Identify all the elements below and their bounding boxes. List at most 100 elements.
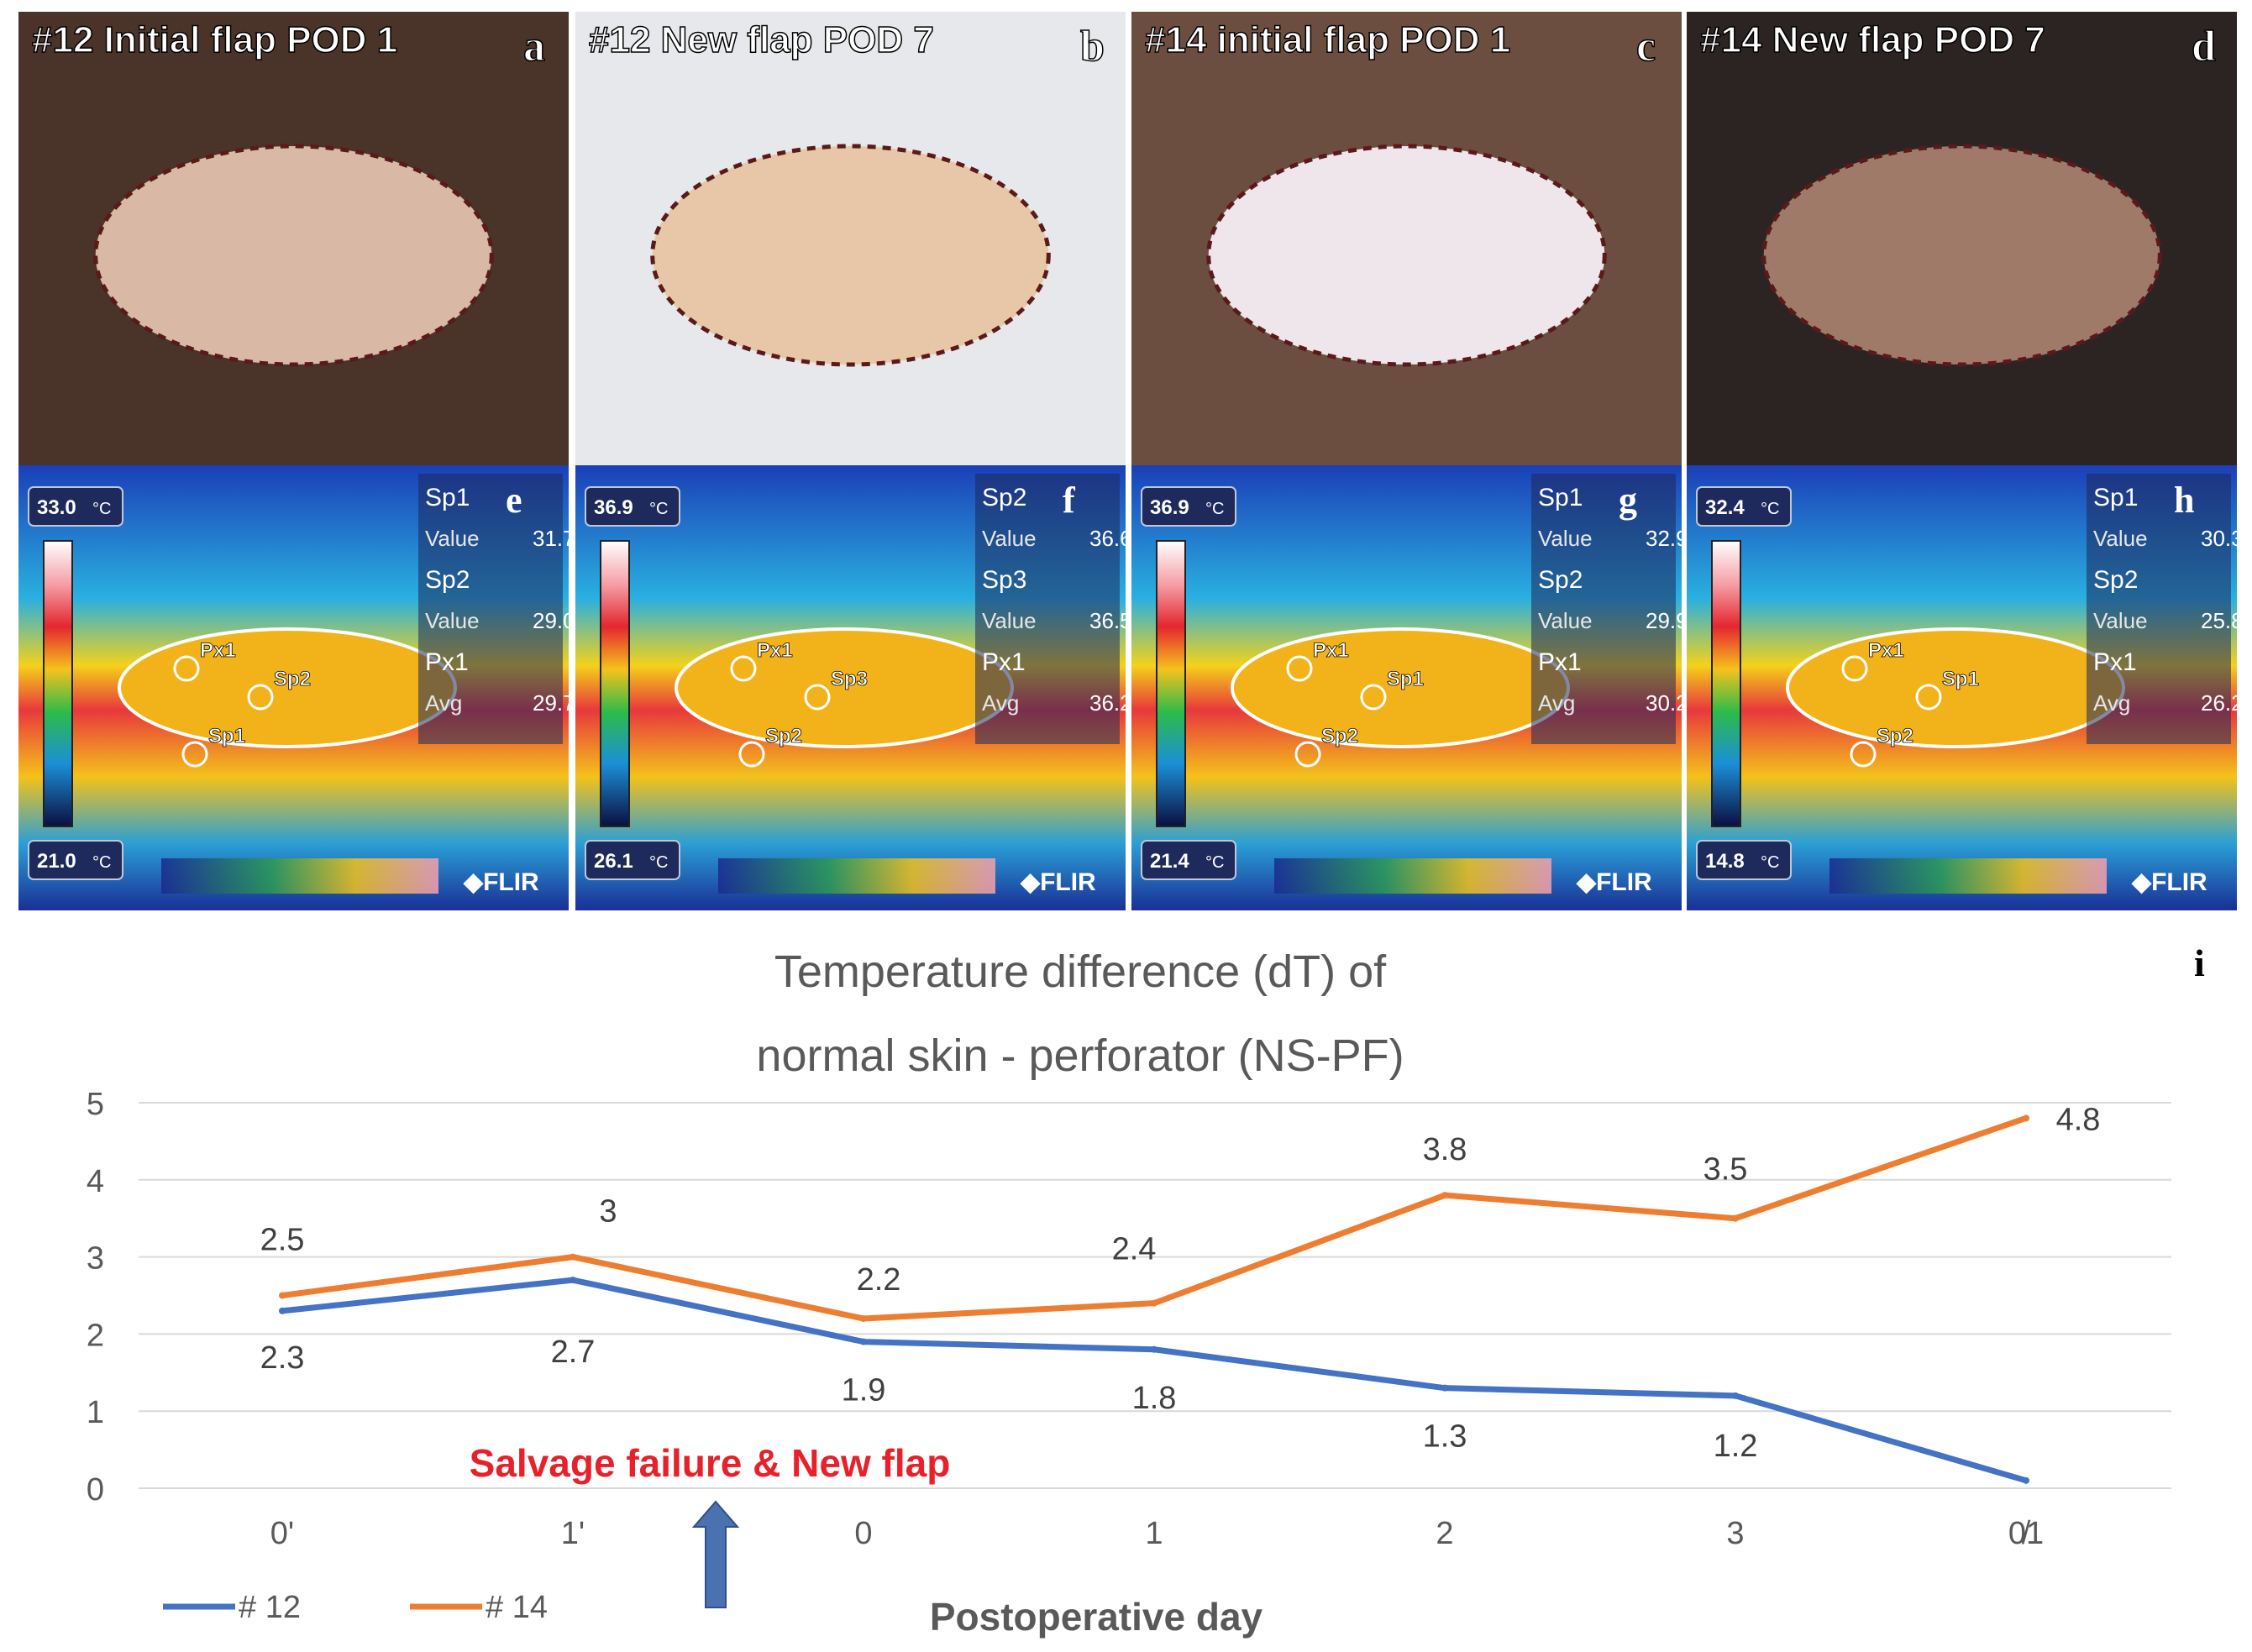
y-tick-label: 4	[87, 1164, 104, 1199]
min-temp-unit: °C	[649, 853, 668, 872]
thermal-letter: f	[1063, 480, 1076, 521]
x-tick-labels: 0' 1' 0 1 2 3 0̸1	[270, 1516, 2044, 1551]
readout-value: 29.0	[533, 608, 575, 633]
data-label: 2.3	[260, 1340, 305, 1376]
spot-label: Sp2	[1321, 725, 1358, 747]
readout-panel	[2087, 474, 2231, 744]
thermal-letter: e	[506, 480, 522, 521]
readout-value: 36.2	[1089, 690, 1132, 716]
data-point	[1732, 1214, 1739, 1222]
spot-crosshair-icon	[1286, 655, 1313, 682]
photo-panel-a: #12 Initial flap POD 1 a	[18, 12, 569, 465]
flap-region	[1761, 144, 2162, 367]
max-temp-unit: °C	[1761, 500, 1779, 518]
min-temp-unit: °C	[92, 853, 111, 872]
spot-label: Sp3	[831, 668, 868, 690]
up-arrow-icon	[691, 1500, 740, 1608]
data-point	[570, 1253, 576, 1261]
data-label: 4.8	[2056, 1102, 2101, 1137]
y-tick-label: 1	[87, 1395, 104, 1430]
readout-kind: Avg	[1538, 690, 1575, 716]
photo-title: #14 initial flap POD 1	[1145, 19, 1510, 60]
readout-value: 30.3	[2201, 526, 2244, 551]
data-label: 3.8	[1423, 1132, 1467, 1167]
spot-label: Px1	[200, 639, 236, 662]
spot-label: Sp1	[1387, 668, 1424, 690]
data-point	[1441, 1384, 1448, 1392]
data-label: 1.8	[1132, 1381, 1177, 1416]
line-chart: i Temperature difference (dT) of normal …	[87, 941, 2205, 1639]
data-point	[279, 1292, 286, 1299]
thermal-panel-g: 36.9 °C 21.4 °C ◆FLIR g Sp1 Value 32.9 Sp2 Value 29…	[1131, 465, 1688, 910]
data-label: 3.5	[1703, 1152, 1748, 1188]
max-temp-box	[585, 486, 680, 527]
readout-value: 29.7	[533, 690, 575, 716]
min-temp-box	[585, 840, 680, 880]
flir-logo: ◆FLIR	[1576, 868, 1652, 896]
x-tick-label: 0̸1	[2008, 1516, 2044, 1551]
photo-title: #14 New flap POD 7	[1700, 19, 2045, 60]
spot-label: Sp1	[208, 725, 245, 747]
data-label: 2.4	[1112, 1232, 1157, 1267]
flap-region	[1206, 144, 1607, 367]
readout-value: 30.2	[1646, 690, 1688, 716]
data-point	[860, 1338, 867, 1345]
data-point	[279, 1307, 286, 1314]
temperature-scale-bar	[1711, 540, 1741, 827]
readout-value: 36.6	[1089, 526, 1132, 551]
annotation-text: Salvage failure & New flap	[470, 1441, 951, 1485]
readout-name: Px1	[2093, 648, 2137, 676]
readout-kind: Value	[2093, 608, 2148, 633]
x-tick-label: 3	[1726, 1516, 1744, 1551]
flir-logo: ◆FLIR	[2131, 868, 2207, 896]
readout-value: 31.7	[533, 526, 575, 551]
y-tick-label: 0	[87, 1472, 104, 1508]
chart-series: 2.3 2.7 1.9 1.8 1.3 1.2 2.5 3 2.2 2.4 3.8 3.5 4.8	[260, 1102, 2101, 1484]
readout-name: Px1	[1538, 648, 1582, 676]
readout-kind: Value	[982, 608, 1037, 633]
min-temp-unit: °C	[1205, 853, 1224, 872]
x-tick-label: 2	[1436, 1516, 1453, 1551]
thermal-panel-e: 33.0 °C 21.0 °C ◆FLIR e Sp1 Value 31.7 Sp2 Value 29…	[18, 465, 575, 910]
flap-region	[93, 144, 494, 367]
data-label: 2.2	[857, 1262, 901, 1298]
max-temp-value: 36.9	[1150, 496, 1189, 519]
y-tick-label: 5	[87, 1087, 104, 1122]
readout-kind: Value	[425, 608, 480, 633]
spot-label: Sp2	[1877, 725, 1913, 747]
min-temp-box	[1141, 840, 1236, 880]
temperature-scale-bar	[43, 540, 73, 827]
spot-crosshair-icon	[1850, 741, 1877, 768]
max-temp-unit: °C	[92, 500, 111, 518]
photo-row: #12 Initial flap POD 1 a #12 New flap POD …	[18, 12, 2237, 465]
spot-crosshair-icon	[1915, 684, 1942, 711]
spot-crosshair-icon	[1841, 655, 1868, 682]
spot-crosshair-icon	[738, 741, 765, 768]
legend-label: # 14	[486, 1590, 548, 1625]
min-temp-box	[1696, 840, 1792, 880]
spot-label: Px1	[1313, 639, 1349, 662]
readout-name: Sp1	[425, 484, 470, 511]
flir-logo: ◆FLIR	[1020, 868, 1096, 896]
histogram-bar	[1274, 858, 1551, 894]
thermal-panel-h: 32.4 °C 14.8 °C ◆FLIR h Sp1 Value 30.3 Sp2 Value 25…	[1687, 465, 2244, 910]
data-label: 3	[599, 1194, 617, 1230]
max-temp-unit: °C	[649, 500, 668, 518]
readout-kind: Avg	[2093, 690, 2130, 716]
readout-panel	[418, 474, 563, 744]
photo-title: #12 Initial flap POD 1	[32, 19, 397, 60]
thermal-panel-f: 36.9 °C 26.1 °C ◆FLIR f Sp2 Value 36.6 Sp3 Value 36…	[575, 465, 1132, 910]
readout-kind: Value	[2093, 526, 2148, 551]
max-temp-value: 32.4	[1705, 496, 1745, 519]
spot-label: Sp2	[274, 668, 311, 690]
max-temp-value: 36.9	[594, 496, 633, 519]
data-point	[860, 1315, 867, 1323]
spot-label: Px1	[1868, 639, 1904, 662]
legend-label: # 12	[239, 1590, 301, 1625]
spot-crosshair-icon	[1294, 741, 1321, 768]
readout-kind: Value	[425, 526, 480, 551]
readout-value: 36.5	[1089, 608, 1132, 633]
x-tick-label: 0'	[270, 1516, 294, 1551]
data-point	[1441, 1192, 1448, 1199]
